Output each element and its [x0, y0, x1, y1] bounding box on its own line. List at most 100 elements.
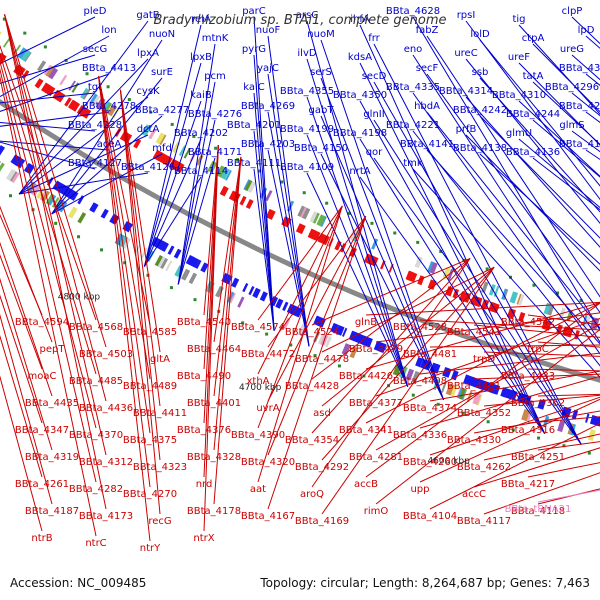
reverse-gene-label: BBta_4411	[133, 408, 187, 419]
reverse-cds-segment	[69, 100, 76, 110]
forward-gene-label: pcm	[204, 71, 226, 82]
reverse-connector	[98, 76, 151, 380]
forward-cds-segment	[501, 387, 511, 399]
forward-cds-segment	[313, 315, 325, 328]
tick-dot	[562, 444, 566, 448]
forward-cds-segment	[167, 245, 175, 255]
forward-connector	[0, 111, 110, 127]
reverse-gene-label: BBta_4377	[349, 398, 403, 409]
forward-gene-label: glnII	[363, 109, 384, 120]
reverse-connector	[119, 89, 161, 461]
forward-gene-label: secG	[83, 44, 108, 55]
tick-dot	[485, 267, 489, 271]
reverse-gene-label: BBta_4328	[187, 452, 241, 463]
reverse-gene-label: BBta_4435	[25, 398, 79, 409]
reverse-cog-segment	[220, 167, 231, 180]
reverse-cog-segment	[312, 212, 320, 224]
forward-connector	[359, 24, 546, 434]
reverse-gene-label: BBta_4585	[123, 327, 177, 338]
forward-gene-label: nrtA	[349, 166, 370, 177]
reverse-gene-label: BBta_4312	[79, 457, 133, 468]
forward-gene-label: lpD	[578, 25, 595, 36]
forward-gene-label: BBta_4221	[386, 120, 440, 131]
forward-connector	[426, 35, 600, 298]
forward-connector	[253, 92, 275, 331]
reverse-gene-label: BBta_4479	[349, 344, 403, 355]
forward-cog-segment	[441, 381, 447, 393]
tick-dot	[265, 332, 269, 336]
forward-gene-label: ssb	[472, 67, 489, 78]
topology-text: Topology: circular; Length: 8,264,687 bp…	[259, 576, 590, 590]
reverse-gene-label: BBta_4490	[177, 371, 231, 382]
reverse-gene-label: asd	[313, 408, 331, 419]
reverse-cog-segment	[59, 74, 68, 86]
reverse-gene-label: BBta_4376	[177, 425, 231, 436]
reverse-connector	[429, 396, 600, 456]
forward-connector	[320, 153, 445, 401]
forward-gene-label: BBta_4277	[135, 105, 189, 116]
tick-dot	[370, 221, 374, 225]
tick-dot	[337, 364, 341, 368]
forward-gene-label: BBta_4171	[188, 147, 242, 158]
reverse-connector	[483, 351, 600, 357]
reverse-connector	[98, 76, 151, 434]
reverse-connector	[321, 266, 495, 461]
forward-cds-segment	[507, 389, 514, 400]
forward-cog-segment	[45, 193, 54, 205]
forward-connector	[143, 176, 202, 267]
forward-cds-segment	[89, 202, 99, 213]
forward-connector	[267, 149, 310, 347]
tick-dot	[555, 291, 559, 295]
forward-gene-label: kdsA	[348, 52, 372, 63]
tick-dot	[100, 248, 104, 252]
reverse-connector	[213, 156, 242, 505]
forward-cds-segment	[341, 327, 348, 337]
forward-cds-segment	[450, 370, 459, 381]
forward-connector	[412, 92, 600, 355]
reverse-cds-segment	[556, 324, 563, 335]
reverse-cog-segment	[429, 262, 438, 274]
reverse-gene-label: BBta_4261	[15, 479, 69, 490]
tick-dot	[258, 169, 262, 173]
forward-connector	[465, 96, 600, 248]
reverse-cds-segment	[228, 190, 238, 202]
tick-dot	[127, 98, 131, 102]
forward-connector	[267, 35, 310, 347]
reverse-gene-label: BBta_4541	[447, 327, 501, 338]
forward-gene-label: lpxB	[190, 52, 212, 63]
reverse-gene-label: BBta_4104	[403, 511, 457, 522]
reverse-connector	[419, 375, 600, 429]
forward-gene-label: BBta_4199	[280, 124, 334, 135]
forward-gene-label: nuoF	[256, 25, 281, 36]
forward-gene-label: ureF	[508, 52, 530, 63]
forward-gene-label: nuoM	[307, 29, 334, 40]
reverse-gene-label: BBta_4464	[187, 344, 241, 355]
forward-gene-label: BBta_4276	[188, 109, 242, 120]
forward-gene-label: aceA	[97, 139, 122, 150]
tick-dot	[77, 235, 81, 239]
tick-dot	[439, 250, 443, 254]
forward-connector	[412, 16, 600, 332]
forward-connector	[426, 73, 600, 314]
reverse-connector	[0, 67, 97, 483]
reverse-connector	[483, 394, 600, 407]
tick-dot	[241, 321, 245, 325]
tick-dot	[85, 72, 89, 76]
forward-gene-label: secF	[416, 63, 439, 74]
forward-connector	[177, 43, 216, 285]
reverse-cog-segment	[265, 190, 273, 202]
reverse-gene-label: BBta_4282	[69, 484, 123, 495]
forward-cds-segment	[539, 399, 546, 410]
reverse-connector	[203, 145, 219, 532]
reverse-gene-label: aroQ	[300, 489, 324, 500]
reverse-cds-segment	[44, 84, 56, 97]
tick-dot	[214, 146, 218, 150]
reverse-cds-segment	[541, 319, 552, 331]
reverse-cog-segment	[37, 60, 47, 72]
tick-dot	[106, 85, 110, 89]
reverse-cds-segment	[153, 150, 166, 163]
tick-dot	[416, 240, 420, 244]
reverse-connector	[0, 313, 53, 505]
forward-cog-segment	[405, 368, 415, 381]
forward-connector	[306, 58, 409, 387]
